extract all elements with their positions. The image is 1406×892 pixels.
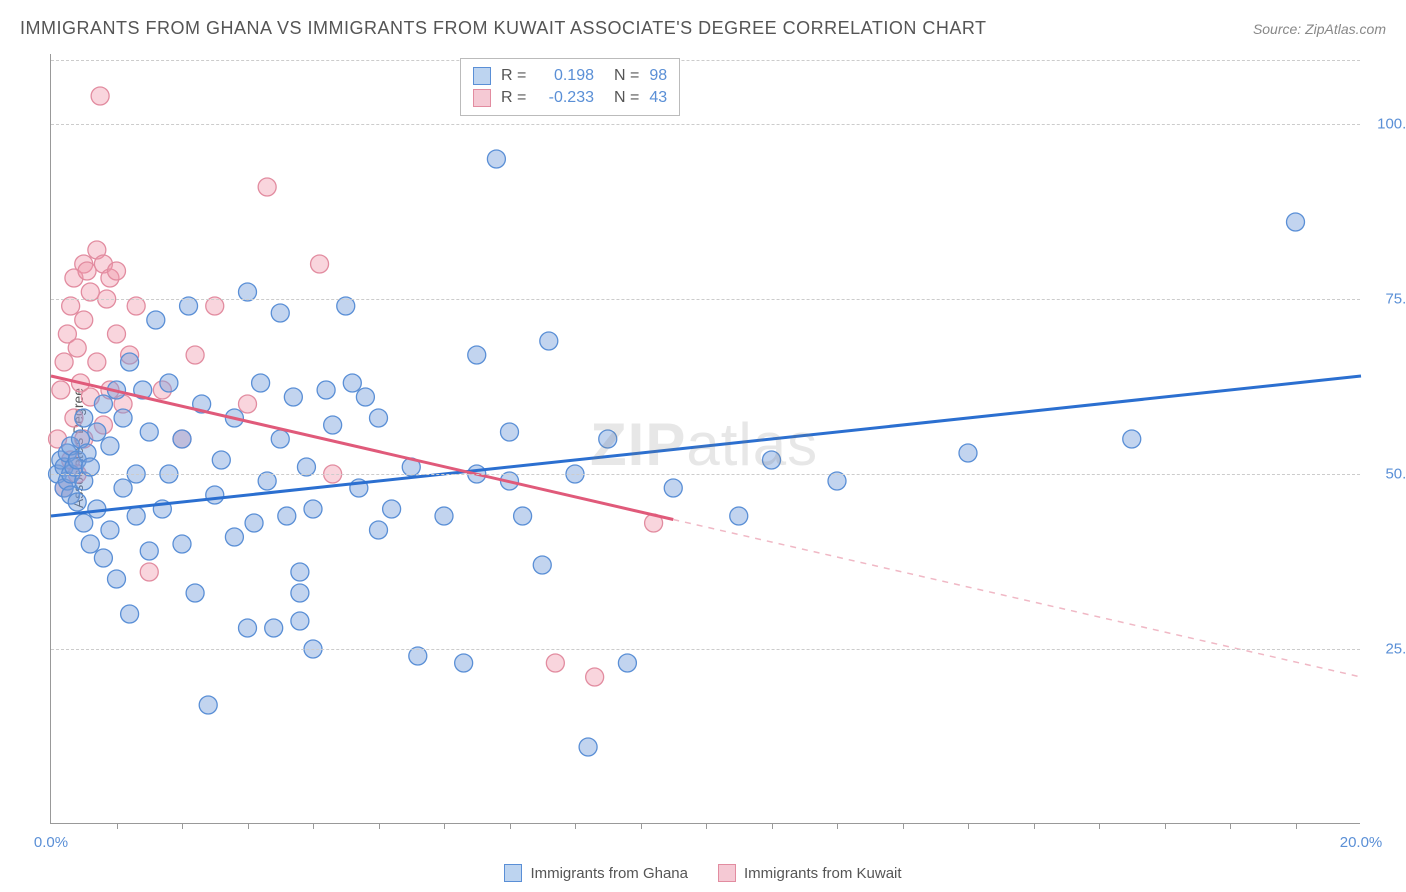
r-value: -0.233 <box>539 89 594 107</box>
y-tick-label: 25.0% <box>1368 641 1406 658</box>
chart-title: IMMIGRANTS FROM GHANA VS IMMIGRANTS FROM… <box>20 18 987 39</box>
legend-row-ghana: R = 0.198 N = 98 <box>473 65 667 87</box>
correlation-legend: R = 0.198 N = 98 R = -0.233 N = 43 <box>460 58 680 116</box>
y-tick-label: 100.0% <box>1368 116 1406 133</box>
legend-item-ghana: Immigrants from Ghana <box>504 864 688 882</box>
series-legend: Immigrants from Ghana Immigrants from Ku… <box>0 864 1406 882</box>
n-value: 98 <box>649 67 667 85</box>
y-tick-label: 75.0% <box>1368 291 1406 308</box>
x-tick-label: 0.0% <box>34 834 68 851</box>
legend-label: Immigrants from Kuwait <box>744 865 902 882</box>
n-label: N = <box>614 67 639 85</box>
n-label: N = <box>614 89 639 107</box>
source-attribution: Source: ZipAtlas.com <box>1253 21 1386 37</box>
r-value: 0.198 <box>539 67 594 85</box>
legend-label: Immigrants from Ghana <box>530 865 688 882</box>
chart-svg <box>51 54 1360 823</box>
r-label: R = <box>501 67 529 85</box>
swatch-icon <box>504 864 522 882</box>
legend-row-kuwait: R = -0.233 N = 43 <box>473 87 667 109</box>
swatch-icon <box>473 89 491 107</box>
swatch-icon <box>718 864 736 882</box>
r-label: R = <box>501 89 529 107</box>
swatch-icon <box>473 67 491 85</box>
n-value: 43 <box>649 89 667 107</box>
y-tick-label: 50.0% <box>1368 466 1406 483</box>
chart-plot-area: 25.0%50.0%75.0%100.0%0.0%20.0% <box>50 54 1360 824</box>
x-tick-label: 20.0% <box>1340 834 1383 851</box>
legend-item-kuwait: Immigrants from Kuwait <box>718 864 902 882</box>
